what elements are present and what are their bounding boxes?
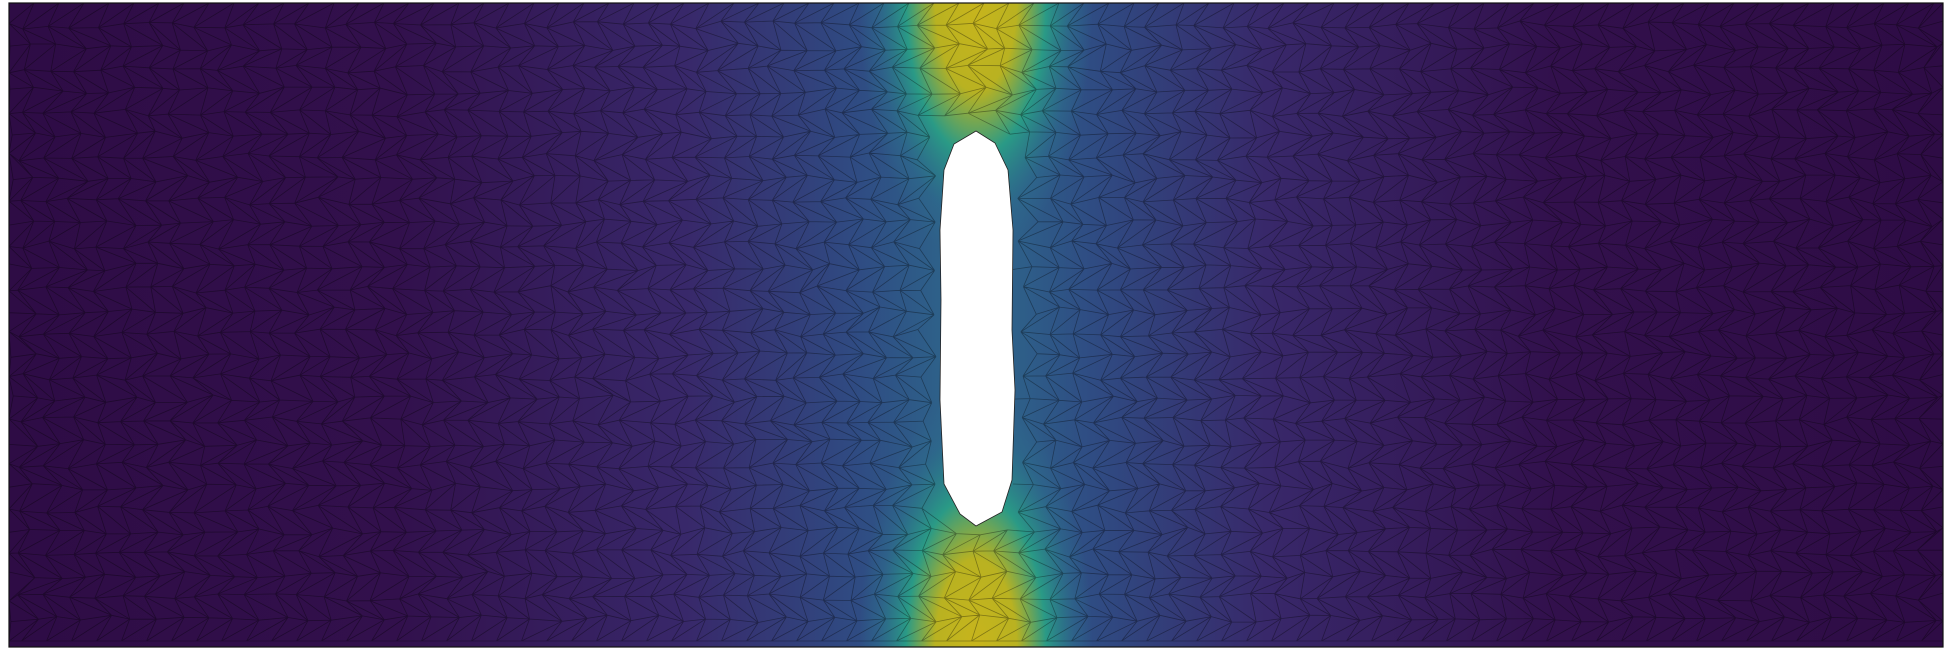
domain-border — [8, 2, 1944, 648]
hole — [939, 130, 1016, 527]
mesh — [9, 3, 1943, 642]
